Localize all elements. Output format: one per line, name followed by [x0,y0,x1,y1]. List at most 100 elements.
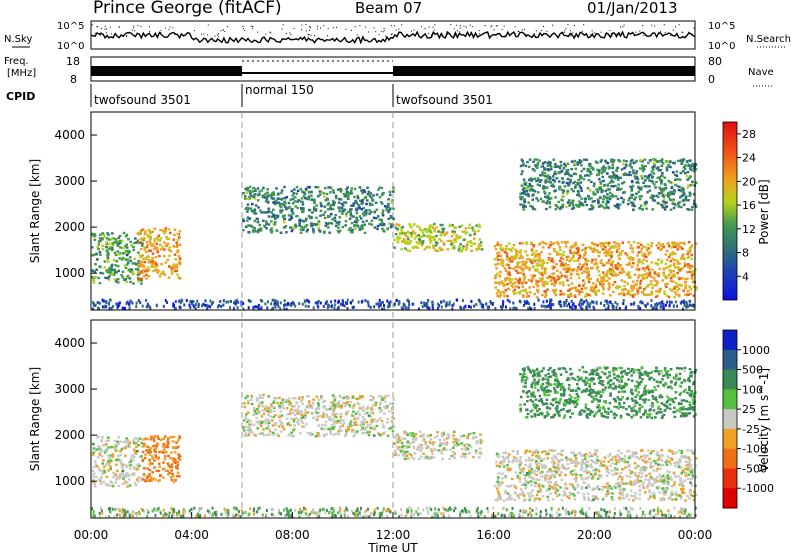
velocity-cell [171,460,175,463]
power-cell [617,242,621,246]
velocity-cell [282,407,285,410]
power-cell [403,233,407,237]
velocity-cell [118,473,122,476]
power-cell [110,247,114,250]
power-cell [570,167,573,171]
power-cell [639,300,642,304]
power-cell [690,257,694,261]
power-cell [560,262,564,265]
power-cell [368,222,371,225]
power-cell [559,300,562,304]
power-cell [150,261,153,264]
power-cell [687,263,690,266]
power-cell [105,269,109,272]
power-cell [690,244,694,247]
power-cell [250,209,254,213]
velocity-cell [119,450,122,453]
velocity-cell [260,421,263,425]
power-cell [543,241,546,245]
velocity-cell [345,412,348,416]
power-cell [554,293,558,297]
power-cell [666,282,669,285]
noise-search-dot [395,29,397,31]
power-cell [505,245,508,248]
power-cell [503,267,507,270]
power-cell [672,275,675,278]
velocity-cell [359,423,363,426]
noise-search-dot [345,28,347,30]
noise-search-dot [600,31,602,33]
power-cell [247,207,251,210]
power-cell [242,301,245,305]
power-cell [326,214,330,218]
power-cell [573,162,576,165]
power-cell [504,305,507,309]
power-cell [665,285,668,289]
power-cell [652,195,656,198]
power-cell [682,203,686,206]
power-cell [566,279,569,282]
power-cell [160,262,163,266]
velocity-cell [379,410,382,413]
power-cell [562,167,566,170]
power-cell [662,302,665,306]
power-cell [270,229,274,233]
power-cell [294,223,297,226]
power-cell [576,247,580,250]
power-cell [336,229,340,233]
velocity-cell [92,442,95,446]
power-cell [246,210,249,213]
power-cell [583,300,586,304]
velocity-cell [286,413,289,416]
power-cell [654,262,658,265]
power-cell [511,246,514,250]
power-cell [554,196,557,199]
power-cell [408,300,410,304]
power-cell [682,198,686,202]
power-cell [293,188,296,191]
power-cell [569,294,573,297]
power-cell [579,268,583,271]
power-cell [648,271,652,274]
velocity-cell [397,453,401,457]
velocity-cell [334,432,338,436]
power-cell [352,305,355,309]
power-cell [178,230,182,233]
power-cell [176,238,180,241]
power-cell [308,300,311,304]
velocity-cell [285,417,289,420]
power-cell [519,197,523,201]
velocity-cell [315,395,319,398]
noise-search-dot [94,32,96,34]
power-cell [495,256,499,259]
power-cell [670,181,674,185]
power-cell [146,244,149,247]
velocity-cell [304,416,307,419]
power-cell [549,165,553,168]
power-cell [622,292,625,295]
velocity-cell [430,449,434,453]
power-cell [369,192,373,195]
power-cell [363,231,367,235]
power-cell [330,304,333,308]
velocity-cell [96,456,100,459]
power-cell [588,305,591,309]
velocity-cell [148,463,152,466]
power-cell [671,243,675,246]
velocity-cell [452,430,456,434]
power-cell [202,302,205,306]
velocity-cell [123,474,126,477]
noise-search-dot [478,30,480,32]
power-cell [420,301,423,305]
power-cell [631,247,634,250]
power-cell [580,302,583,306]
power-cell [144,230,147,233]
power-cell [567,255,570,258]
power-cell [143,270,147,273]
power-cell [684,293,687,296]
power-cell [124,235,128,238]
power-cell [621,288,624,291]
power-cell [573,163,576,166]
power-cell [145,245,149,249]
velocity-cell [137,463,140,466]
